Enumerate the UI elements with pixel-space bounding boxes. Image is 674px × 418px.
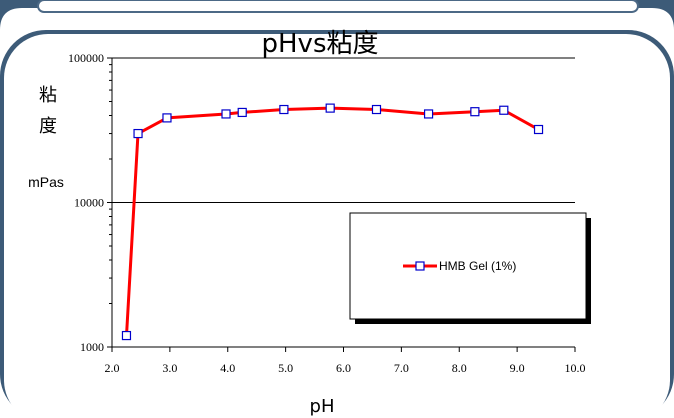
data-point-marker xyxy=(423,109,434,119)
data-point-marker xyxy=(499,105,509,115)
x-tick-label: 3.0 xyxy=(162,361,177,375)
x-tick-label: 10.0 xyxy=(565,361,586,375)
x-tick-label: 5.0 xyxy=(278,361,293,375)
data-point-marker xyxy=(279,104,289,115)
x-tick-label: 4.0 xyxy=(220,361,235,375)
data-point-marker xyxy=(533,124,544,135)
data-point-marker xyxy=(121,330,132,341)
y-axis-label-char-1: 粘 xyxy=(39,85,57,106)
plot-area: 1000 10000 100000 2.0 3.0 4.0 5.0 6.0 7.0 8.0 9.0 1… xyxy=(68,51,586,375)
x-axis-label: pH xyxy=(310,396,335,417)
x-tick-label: 7.0 xyxy=(394,361,409,375)
legend: HMB Gel (1%) xyxy=(349,212,591,324)
legend-label: HMB Gel (1%) xyxy=(439,259,516,273)
y-tick-label: 100000 xyxy=(68,51,104,65)
legend-marker-swatch xyxy=(415,261,425,271)
series-line xyxy=(125,106,540,336)
x-tick-label: 9.0 xyxy=(510,361,525,375)
y-tick-label: 1000 xyxy=(80,340,104,354)
y-axis-unit: mPas xyxy=(28,174,64,190)
data-point-marker xyxy=(470,107,480,117)
y-tick-label: 10000 xyxy=(74,196,104,210)
chart-text: pHvs粘度 粘 度 mPas pH xyxy=(28,29,378,417)
y-axis-label-char-2: 度 xyxy=(39,116,57,137)
chart-title: pHvs粘度 xyxy=(262,29,379,59)
data-point-marker xyxy=(237,107,247,118)
x-tick-label: 6.0 xyxy=(336,361,351,375)
x-tick-label: 8.0 xyxy=(452,361,467,375)
data-point-marker xyxy=(325,103,335,113)
legend-box xyxy=(349,212,587,320)
x-tick-label: 2.0 xyxy=(105,361,120,375)
data-point-marker xyxy=(133,128,143,139)
data-point-marker xyxy=(221,109,231,119)
frame-top-tab xyxy=(37,0,639,13)
data-point-marker xyxy=(371,104,382,115)
data-point-marker xyxy=(162,113,172,123)
